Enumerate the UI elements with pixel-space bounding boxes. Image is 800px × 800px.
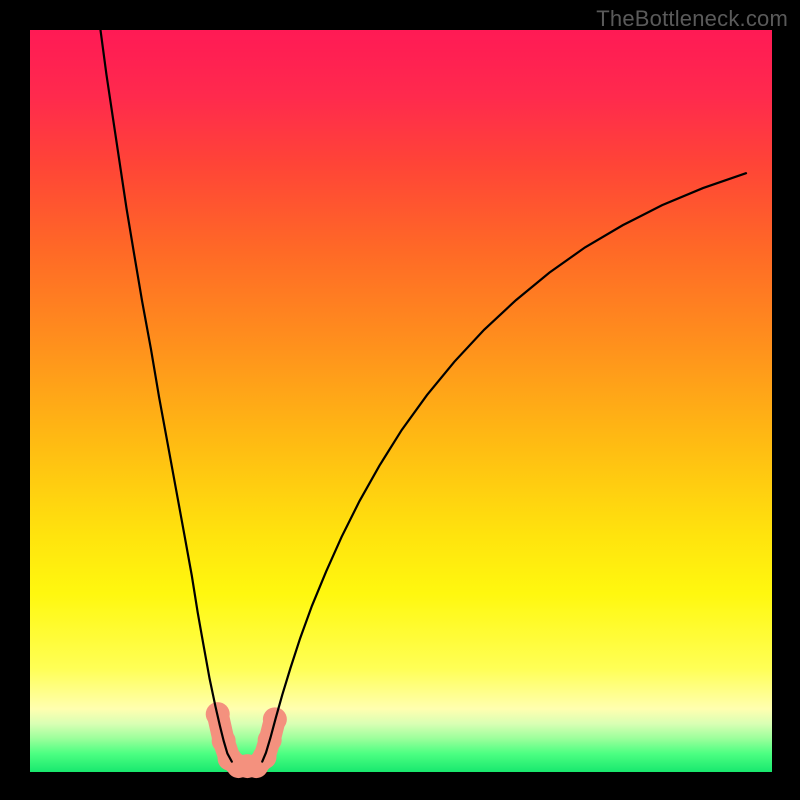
bottleneck-chart xyxy=(0,0,800,800)
watermark-text: TheBottleneck.com xyxy=(596,6,788,32)
chart-background xyxy=(30,30,772,772)
